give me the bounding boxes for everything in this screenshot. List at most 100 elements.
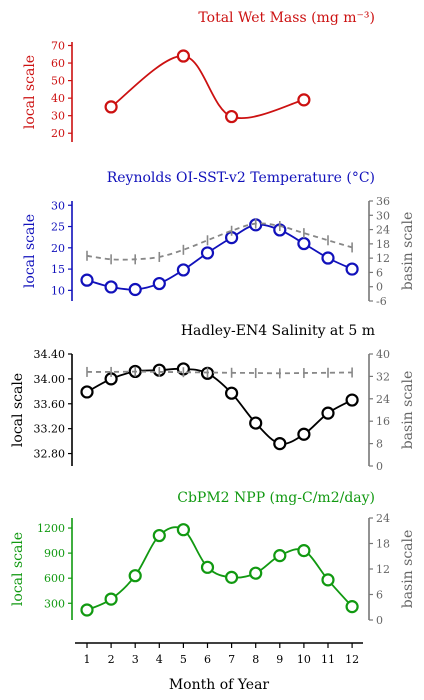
right-tick-label: 18 (376, 538, 390, 551)
left-tick-label: 30 (51, 199, 65, 212)
right-axis-label: basin scale (400, 212, 416, 291)
right-tick-label: 36 (376, 195, 390, 208)
left-tick-label: 1200 (37, 522, 65, 535)
right-tick-label: 12 (376, 563, 390, 576)
data-point (80, 603, 94, 617)
left-tick-label: 33.20 (34, 423, 66, 436)
left-tick-label: 60 (51, 57, 65, 70)
right-tick-label: 6 (376, 266, 383, 279)
left-tick-label: 34.00 (34, 373, 66, 386)
left-axis-label: local scale (22, 55, 38, 129)
x-tick-label: 10 (297, 653, 311, 666)
data-point (104, 100, 118, 114)
data-point (200, 560, 215, 574)
data-point (321, 251, 335, 265)
data-point (345, 600, 359, 614)
panel-1: Total Wet Mass (mg m⁻³) 20 30 40 50 60 70 local… (22, 10, 375, 142)
data-point (297, 236, 311, 251)
right-tick-label: 32 (376, 370, 390, 383)
x-tick-label: 6 (204, 653, 211, 666)
data-point (249, 566, 263, 580)
data-point (176, 263, 190, 277)
data-point (273, 549, 287, 563)
x-tick-label: 4 (156, 653, 163, 666)
local-series-line (86, 526, 353, 611)
left-tick-label: 30 (51, 110, 65, 123)
data-point (128, 569, 142, 583)
x-tick-label: 5 (180, 653, 187, 666)
panel-title: Total Wet Mass (mg m⁻³) (198, 10, 375, 26)
data-point (297, 544, 311, 558)
local-series-line (86, 223, 353, 291)
left-tick-label: 20 (51, 242, 65, 255)
left-tick-label: 40 (51, 92, 65, 105)
x-tick-label: 2 (108, 653, 115, 666)
data-point (176, 523, 190, 537)
basin-series-line (86, 370, 353, 375)
data-point (321, 406, 335, 420)
local-series-line (110, 55, 305, 119)
right-tick-label: -6 (376, 295, 387, 308)
right-tick-label: 24 (376, 224, 390, 237)
left-axis-label: local scale (10, 373, 26, 447)
left-tick-label: 33.60 (34, 398, 66, 411)
right-tick-label: 0 (376, 460, 383, 473)
left-tick-label: 900 (44, 547, 65, 560)
panel-title: Reynolds OI-SST-v2 Temperature (°C) (107, 170, 375, 186)
panel-title: Hadley-EN4 Salinity at 5 m (181, 323, 375, 339)
data-point (273, 437, 287, 451)
left-tick-label: 34.40 (34, 348, 66, 361)
data-point (128, 282, 142, 297)
data-point (152, 276, 166, 291)
right-tick-label: 18 (376, 238, 390, 251)
left-tick-label: 50 (51, 75, 65, 88)
data-point (176, 49, 190, 63)
basin-series-line (86, 222, 353, 261)
local-series-line (86, 367, 353, 445)
data-point (249, 416, 263, 430)
right-tick-label: 0 (376, 281, 383, 294)
x-axis-label: Month of Year (169, 677, 270, 693)
panel-2: Reynolds OI-SST-v2 Temperature (°C) 10 15 2… (22, 170, 416, 308)
x-tick-label: 12 (345, 653, 359, 666)
x-tick-label: 8 (252, 653, 259, 666)
right-axis-label: basin scale (400, 530, 416, 609)
data-point (321, 573, 335, 587)
data-point (225, 386, 239, 400)
data-point (80, 273, 94, 287)
right-tick-label: 30 (376, 209, 390, 222)
left-tick-label: 300 (44, 597, 65, 610)
x-tick-label: 3 (132, 653, 139, 666)
right-tick-label: 24 (376, 393, 390, 406)
right-tick-label: 8 (376, 438, 383, 451)
right-tick-label: 0 (376, 614, 383, 627)
left-axis-label: local scale (22, 214, 38, 288)
data-point (225, 570, 239, 584)
left-tick-label: 15 (51, 263, 65, 276)
data-point (345, 393, 359, 407)
data-point (152, 528, 166, 543)
left-tick-label: 70 (51, 40, 65, 53)
left-axis-label: local scale (10, 532, 26, 606)
data-point (104, 280, 118, 294)
x-tick-label: 9 (276, 653, 283, 666)
right-tick-label: 16 (376, 415, 390, 428)
x-tick-label: 11 (321, 653, 335, 666)
panel-title: CbPM2 NPP (mg-C/m2/day) (177, 490, 375, 506)
data-point (297, 427, 311, 441)
panel-4: CbPM2 NPP (mg-C/m2/day) 300 600 900 1200 loca… (10, 490, 416, 627)
left-tick-label: 600 (44, 572, 65, 585)
right-axis-label: basin scale (400, 371, 416, 450)
data-point (297, 93, 311, 107)
x-tick-label: 7 (228, 653, 235, 666)
right-tick-label: 40 (376, 348, 390, 361)
panel-3: Hadley-EN4 Salinity at 5 m 32.80 33.20 33.6… (10, 323, 416, 473)
right-tick-label: 6 (376, 589, 383, 602)
data-point (104, 592, 118, 606)
data-point (200, 246, 215, 260)
x-tick-label: 1 (84, 653, 91, 666)
data-point (80, 385, 94, 399)
data-point (345, 262, 359, 276)
